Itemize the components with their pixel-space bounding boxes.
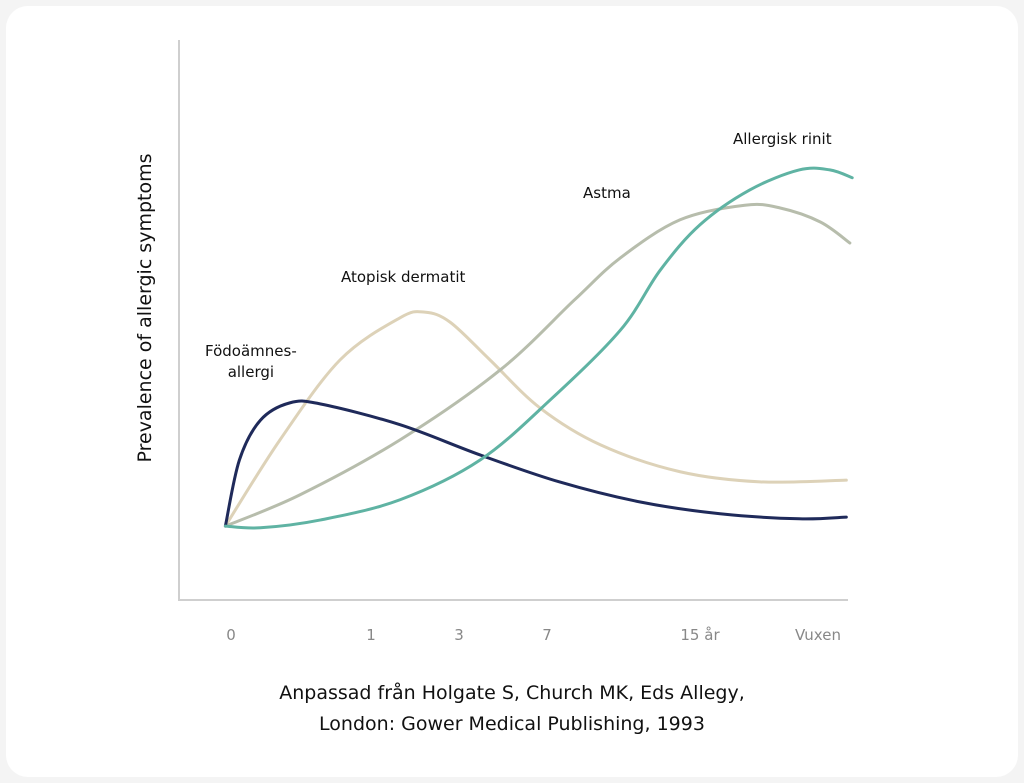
y-axis-label: Prevalence of allergic symptoms (134, 153, 156, 463)
x-tick-label: Vuxen (795, 626, 841, 644)
series-label-astma: Astma (583, 184, 631, 202)
x-tick-label: 0 (226, 626, 236, 644)
series-label-fodoamnesallergi: Födoämnes- allergi (205, 341, 297, 383)
source-line-2: London: Gower Medical Publishing, 1993 (319, 713, 705, 735)
series-label-atopisk-dermatit: Atopisk dermatit (341, 268, 466, 286)
series-line-astma (223, 202, 852, 528)
x-tick-label: 15 år (680, 626, 720, 644)
series-label-allergisk-rinit: Allergisk rinit (733, 130, 832, 148)
source-line-1: Anpassad från Holgate S, Church MK, Eds … (279, 682, 745, 704)
series-line-födoämnes-allergi (223, 399, 848, 528)
series-label-line: Födoämnes- (205, 342, 297, 360)
chart-card (6, 6, 1018, 777)
x-tick-label: 7 (542, 626, 552, 644)
series-label-line: allergi (227, 363, 275, 381)
series-line-allergisk-rinit (223, 166, 854, 530)
series-line-atopisk-dermatit (223, 310, 848, 528)
x-tick-label: 3 (454, 626, 464, 644)
x-tick-label: 1 (366, 626, 376, 644)
